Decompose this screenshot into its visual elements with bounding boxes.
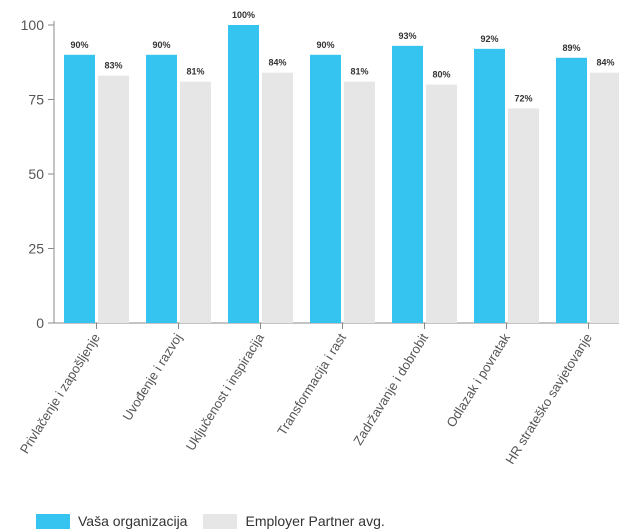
bar-series-2: [180, 81, 211, 324]
legend-label-series-2: Employer Partner avg.: [245, 513, 385, 529]
x-tick-label: Odlazak i povratak: [443, 330, 513, 430]
data-label: 90%: [152, 40, 170, 50]
legend-swatch-series-2: [203, 513, 238, 529]
bar-series-2: [344, 81, 375, 324]
legend: Vaša organizacija Employer Partner avg.: [36, 512, 401, 530]
bar-chart: 0 25 50 75 100 90% 83% Privlačenje i zapošljenj…: [17, 10, 619, 467]
bar-series-1: [392, 45, 423, 324]
legend-item-series-1: Vaša organizacija: [36, 513, 187, 529]
data-label: 92%: [480, 34, 498, 44]
x-tick-label: Privlačenje i zapošljenje: [17, 331, 103, 457]
x-tick-label: Uvođenje i razvoj: [119, 331, 185, 424]
data-label: 93%: [398, 31, 416, 41]
x-tick-label: Zadržavanje i dobrobit: [350, 330, 431, 447]
bar-series-1: [474, 48, 505, 324]
bar-series-2: [590, 72, 619, 324]
x-tick-label: HR strateško savjetovanje: [502, 331, 595, 467]
bar-series-2: [508, 108, 539, 323]
data-label: 80%: [432, 70, 450, 80]
y-tick-label: 0: [36, 315, 44, 331]
bar-series-1: [310, 54, 341, 324]
y-tick-label: 100: [21, 17, 45, 33]
data-label: 90%: [316, 40, 334, 50]
bar-series-1: [556, 57, 587, 323]
data-label: 83%: [104, 61, 122, 71]
x-tick-label: Uključenost i inspiracija: [183, 330, 268, 453]
data-label: 81%: [350, 67, 368, 77]
bar-series-1: [228, 25, 259, 323]
legend-item-series-2: Employer Partner avg.: [203, 513, 385, 529]
y-tick-label: 50: [28, 166, 44, 182]
bar-series-2: [98, 75, 129, 323]
y-tick-label: 25: [28, 241, 44, 257]
bar-series-1: [146, 54, 177, 324]
data-label: 89%: [562, 43, 580, 53]
bar-series-2: [426, 84, 457, 323]
data-label: 84%: [268, 58, 286, 68]
x-tick-label: Transformacija i rast: [274, 330, 349, 438]
legend-label-series-1: Vaša organizacija: [78, 513, 188, 529]
data-label: 84%: [596, 58, 614, 68]
data-label: 81%: [186, 67, 204, 77]
y-tick-label: 75: [28, 92, 44, 108]
bar-series-2: [262, 72, 293, 324]
bar-series-1: [64, 54, 95, 324]
legend-swatch-series-1: [36, 513, 70, 529]
data-label: 100%: [232, 10, 255, 20]
data-label: 90%: [70, 40, 88, 50]
data-label: 72%: [514, 93, 532, 103]
